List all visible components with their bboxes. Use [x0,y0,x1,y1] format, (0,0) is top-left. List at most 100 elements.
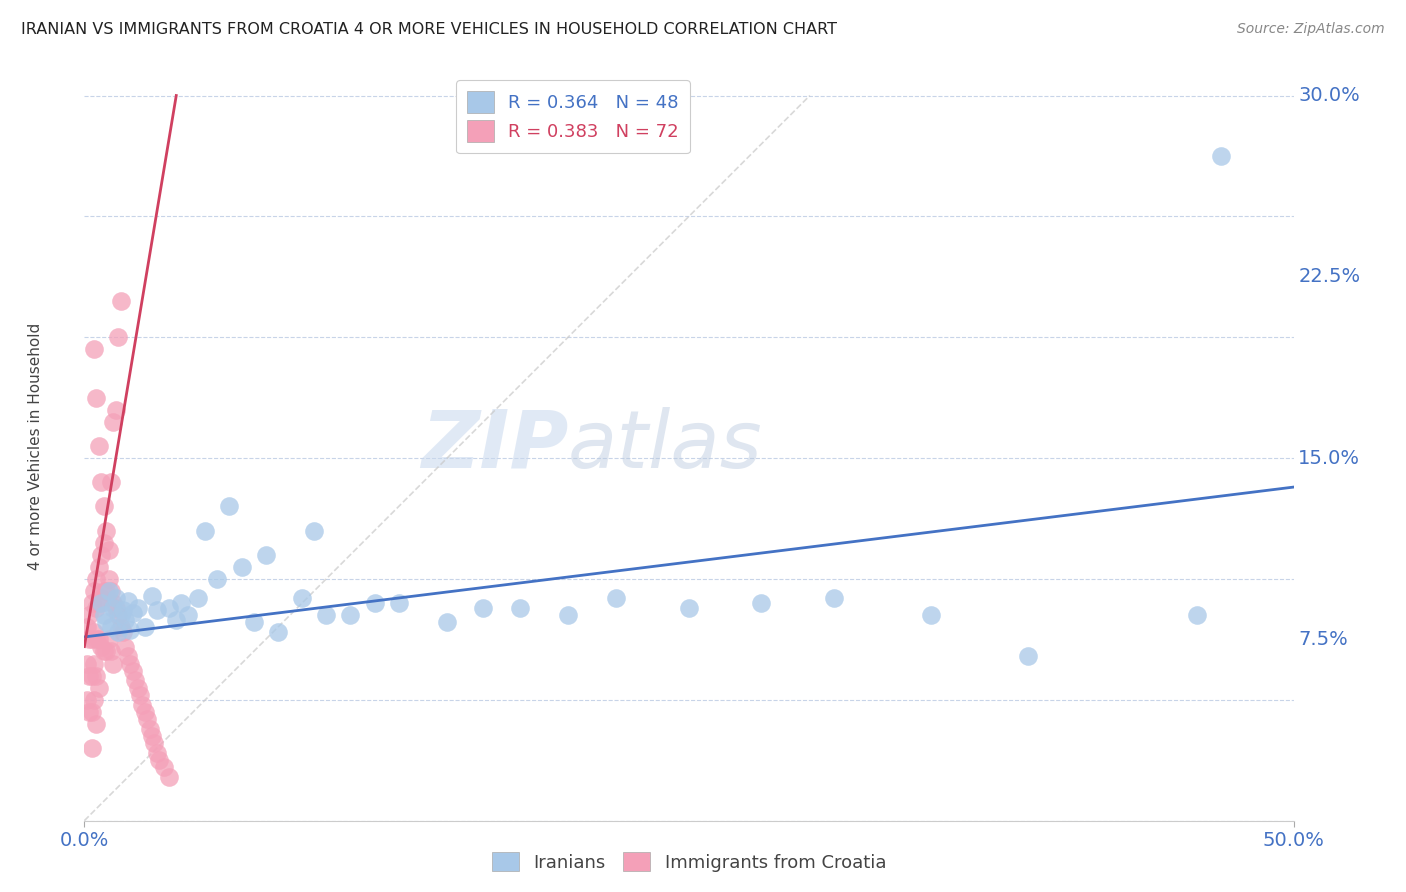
Point [117,593,139,607]
Point [254,548,277,562]
Text: 22.5%: 22.5% [1298,268,1361,286]
Point [83,584,105,599]
Point [187,591,209,606]
Point [104,402,127,417]
Point [114,613,136,627]
Point [87,632,110,647]
Point [1185,608,1208,623]
Point [134,705,156,719]
Point [124,673,146,688]
Point [218,500,240,514]
Point [177,608,200,623]
Point [138,722,160,736]
Point [141,729,163,743]
Point [170,596,193,610]
Point [76,657,98,671]
Point [207,572,229,586]
Point [121,664,143,678]
Point [153,760,176,774]
Point [1209,149,1232,163]
Point [80,668,103,682]
Point [87,559,110,574]
Text: 30.0%: 30.0% [1298,86,1360,105]
Point [97,572,120,586]
Point [315,608,337,623]
Point [93,644,115,658]
Point [87,681,110,695]
Point [194,524,217,538]
Point [751,596,773,610]
Point [90,591,112,606]
Point [97,584,120,599]
Point [94,644,117,658]
Point [100,644,122,658]
Point [93,500,115,514]
Point [509,601,531,615]
Point [146,746,169,760]
Point [86,601,108,615]
Point [127,681,149,695]
Point [83,625,105,640]
Point [117,649,139,664]
Point [157,601,180,615]
Point [93,535,115,549]
Point [107,625,129,640]
Point [107,330,129,344]
Point [90,596,112,610]
Point [80,705,103,719]
Point [157,770,180,784]
Point [77,668,100,682]
Point [678,601,700,615]
Point [87,596,110,610]
Point [112,603,135,617]
Text: 15.0%: 15.0% [1298,449,1361,467]
Point [97,543,120,558]
Text: atlas: atlas [568,407,763,485]
Point [86,717,108,731]
Point [94,615,117,630]
Point [103,596,125,610]
Point [103,415,125,429]
Point [129,688,152,702]
Point [94,584,117,599]
Point [104,601,127,615]
Point [83,693,105,707]
Point [242,615,264,630]
Text: 4 or more Vehicles in Household: 4 or more Vehicles in Household [28,322,44,570]
Text: ZIP: ZIP [420,407,568,485]
Point [823,591,845,606]
Point [103,657,125,671]
Point [148,753,170,767]
Point [136,712,159,726]
Point [77,632,100,647]
Point [80,596,103,610]
Point [1017,649,1039,664]
Point [77,705,100,719]
Point [86,391,108,405]
Point [141,589,163,603]
Point [146,603,169,617]
Legend: Iranians, Immigrants from Croatia: Iranians, Immigrants from Croatia [484,846,894,879]
Point [100,475,122,490]
Point [107,608,129,623]
Point [339,608,361,623]
Text: 7.5%: 7.5% [1298,630,1348,648]
Point [127,601,149,615]
Point [94,524,117,538]
Point [114,640,136,654]
Point [80,741,103,756]
Point [90,640,112,654]
Point [86,572,108,586]
Point [110,293,132,308]
Point [83,343,105,357]
Point [388,596,411,610]
Point [557,608,579,623]
Text: IRANIAN VS IMMIGRANTS FROM CROATIA 4 OR MORE VEHICLES IN HOUSEHOLD CORRELATION C: IRANIAN VS IMMIGRANTS FROM CROATIA 4 OR … [21,22,837,37]
Point [76,620,98,634]
Point [920,608,942,623]
Point [103,601,125,615]
Point [104,591,127,606]
Point [100,584,122,599]
Point [605,591,627,606]
Point [110,620,132,634]
